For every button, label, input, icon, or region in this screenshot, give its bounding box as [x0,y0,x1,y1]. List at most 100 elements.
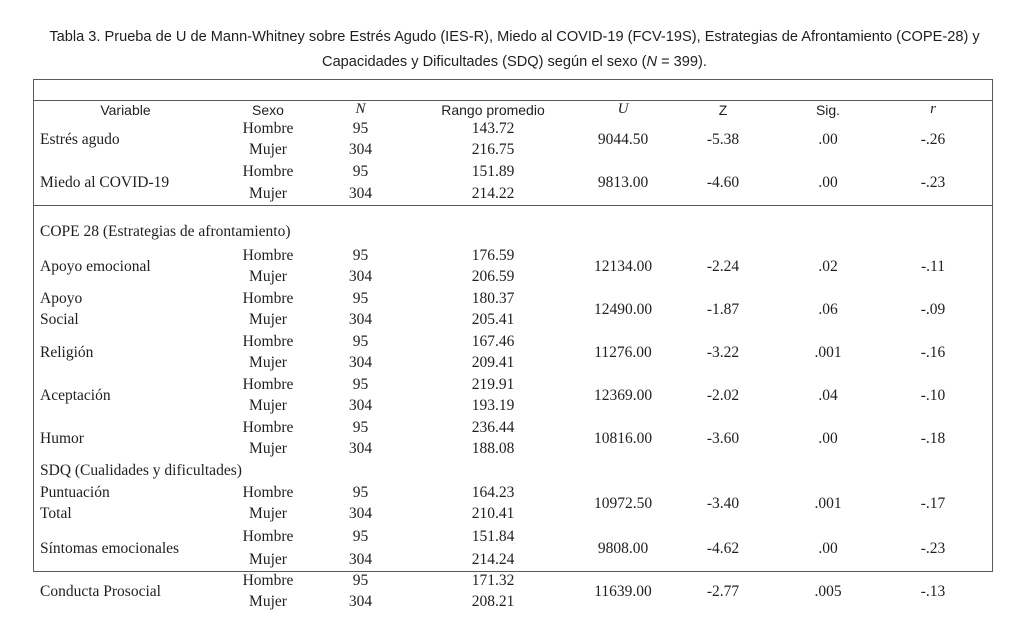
u-value: 12369.00 [593,386,653,404]
column-header-n: N [355,101,366,117]
sig-value: .00 [818,174,838,191]
column-header-u: U [617,101,629,117]
sexo-cell: Hombre Mujer [242,163,294,202]
table-row-religion: Religión Hombre Mujer 95 304 167.46 209.41 … [33,331,993,374]
section-header-sdq: SDQ (Cualidades y dificultades) [40,462,242,479]
u-value: 10816.00 [593,429,653,447]
variable-label: Humor [40,429,84,447]
sig-value: .04 [818,386,838,404]
n-cell: 95 304 [348,119,373,159]
n-cell: 95 304 [348,375,373,415]
sexo-cell: Hombre Mujer [242,332,294,372]
table-title-line1: Tabla 3. Prueba de U de Mann-Whitney sob… [49,29,980,45]
n-cell: 95 304 [348,289,373,329]
sexo-cell: Hombre Mujer [242,527,294,569]
section-rule [33,205,993,206]
rango-cell: 151.84 214.24 [471,527,515,569]
u-value: 9808.00 [597,539,649,557]
sig-value: .001 [814,494,842,512]
sexo-cell: Hombre Mujer [242,289,294,329]
rango-cell: 171.32 208.21 [471,571,515,611]
variable-label: Miedo al COVID-19 [40,174,170,191]
n-cell: 95 304 [348,418,373,458]
sexo-cell: Hombre Mujer [242,246,294,286]
column-header-sig: Sig. [815,101,841,118]
r-value: -.23 [920,174,946,191]
r-value: -.23 [920,539,946,557]
n-cell: 95 304 [348,571,373,611]
table-title: Tabla 3. Prueba de U de Mann-Whitney sob… [15,25,1014,75]
sig-value: .00 [818,130,838,148]
sexo-cell: Hombre Mujer [242,483,294,523]
z-value: -2.24 [706,257,740,275]
column-header-sexo: Sexo [252,101,284,118]
sig-value: .00 [818,539,838,557]
table-row-humor: Humor Hombre Mujer 95 304 236.44 188.08 108… [33,417,993,460]
z-value: -2.77 [706,582,740,600]
column-header-r: r [930,101,936,117]
italic-n: N [646,54,658,70]
table-row-conducta-prosocial: Conducta Prosocial Hombre Mujer 95 304 171… [33,570,993,613]
z-value: -1.87 [706,300,740,318]
table-row-apoyo-social: Apoyo Social Hombre Mujer 95 304 180.37 205.… [33,288,993,331]
rango-cell: 143.72 216.75 [471,119,515,159]
r-value: -.18 [920,429,946,447]
sig-value: .001 [814,343,842,361]
r-value: -.10 [920,386,946,404]
rango-cell: 176.59 206.59 [471,246,515,286]
variable-label: Estrés agudo [40,130,120,148]
variable-label: Conducta Prosocial [40,582,161,600]
sexo-cell: Hombre Mujer [242,119,294,159]
n-cell: 95 304 [348,483,373,523]
sexo-cell: Hombre Mujer [242,418,294,458]
variable-label: Puntuación Total [40,483,110,523]
table-row-apoyo-emocional: Apoyo emocional Hombre Mujer 95 304 176.59… [33,245,993,288]
variable-label: Apoyo emocional [40,257,151,275]
variable-label: Aceptación [40,386,111,404]
u-value: 9813.00 [597,174,649,191]
rango-cell: 236.44 188.08 [471,418,515,458]
z-value: -3.22 [706,343,740,361]
table-row-puntuacion-total: Puntuación Total Hombre Mujer 95 304 164.23… [33,482,993,525]
u-value: 10972.50 [593,494,653,512]
u-value: 12490.00 [593,300,653,318]
z-value: -4.60 [706,174,740,191]
header-rule [33,100,993,101]
r-value: -.11 [921,257,945,275]
u-value: 12134.00 [593,257,653,275]
sexo-cell: Hombre Mujer [242,375,294,415]
column-header-rango: Rango promedio [441,101,545,118]
n-cell: 95 304 [348,246,373,286]
z-value: -5.38 [706,130,740,148]
variable-label: Síntomas emocionales [40,539,180,557]
rango-cell: 180.37 205.41 [471,289,515,329]
sig-value: .00 [818,429,838,447]
z-value: -4.62 [706,539,740,557]
r-value: -.13 [920,582,946,600]
z-value: -3.40 [706,494,740,512]
table-outer-border [33,79,993,572]
n-cell: 95 304 [348,332,373,372]
sig-value: .005 [814,582,842,600]
table-row-sintomas-emocionales: Síntomas emocionales Hombre Mujer 95 304 1… [33,525,993,572]
rango-cell: 167.46 209.41 [471,332,515,372]
z-value: -3.60 [706,429,740,447]
rango-cell: 151.89 214.22 [471,163,515,202]
u-value: 11276.00 [594,343,652,361]
n-cell: 95 304 [348,163,373,202]
column-header-variable: Variable [100,101,151,118]
table-row-aceptacion: Aceptación Hombre Mujer 95 304 219.91 193.1… [33,374,993,417]
table-row-miedo-covid: Miedo al COVID-19 Hombre Mujer 95 304 151.… [33,161,993,205]
r-value: -.09 [920,300,946,318]
r-value: -.26 [920,130,946,148]
section-header-cope: COPE 28 (Estrategias de afrontamiento) [40,223,291,240]
sig-value: .02 [818,257,838,275]
column-header-z: Z [718,101,728,118]
rango-cell: 219.91 193.19 [471,375,515,415]
variable-label: Religión [40,343,94,361]
header-row: Variable Sexo N Rango promedio U Z Sig. … [33,100,993,119]
r-value: -.16 [920,343,946,361]
variable-label: Apoyo Social [40,289,83,329]
rango-cell: 164.23 210.41 [471,483,515,523]
